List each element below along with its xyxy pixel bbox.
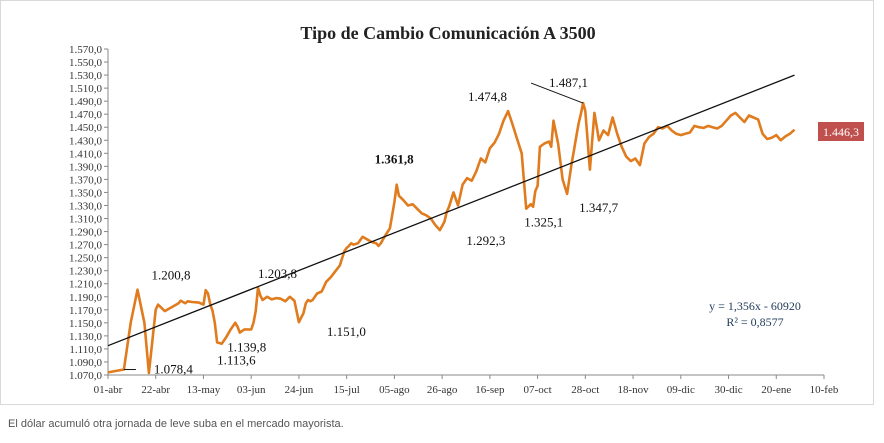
y-tick-label: 1.230,0 <box>69 266 103 278</box>
data-label: 1.347,7 <box>579 200 619 215</box>
series-group <box>107 74 796 375</box>
data-label: 1.200,8 <box>152 268 191 283</box>
data-label: 1.078,4 <box>154 362 194 377</box>
x-tick-label: 28-oct <box>571 384 599 396</box>
x-tick-label: 15-jul <box>334 384 360 396</box>
trendline-equation: y = 1,356x - 60920 R² = 0,8577 <box>709 299 801 329</box>
y-tick-label: 1.350,0 <box>69 187 103 199</box>
annotation-leader <box>530 82 584 104</box>
y-tick-label: 1.530,0 <box>69 70 103 82</box>
x-tick-label: 13-may <box>187 384 221 396</box>
data-label: 1.113,6 <box>217 353 256 368</box>
y-tick-label: 1.270,0 <box>69 240 103 252</box>
data-label: 1.474,8 <box>468 89 507 104</box>
y-tick-label: 1.310,0 <box>69 214 103 226</box>
y-tick-label: 1.330,0 <box>69 200 103 212</box>
x-tick-label: 03-jun <box>237 384 266 396</box>
axes <box>107 49 824 376</box>
trendline <box>107 74 795 347</box>
x-tick-label: 24-jun <box>285 384 314 396</box>
data-label: 1.292,3 <box>466 233 505 248</box>
data-label: 1.361,8 <box>375 152 415 167</box>
x-axis-ticks: 01-abr 22-abr 13-may 03-jun 24-jun 15-jul 05-a… <box>94 375 839 396</box>
exchange-rate-line <box>107 101 796 375</box>
data-label: 1.203,8 <box>258 266 297 281</box>
y-tick-label: 1.370,0 <box>69 174 103 186</box>
x-tick-label: 05-ago <box>379 384 410 396</box>
data-label: 1.487,1 <box>549 75 588 90</box>
x-tick-label: 10-feb <box>810 384 839 396</box>
y-tick-label: 1.210,0 <box>69 279 103 291</box>
y-tick-label: 1.470,0 <box>69 109 103 121</box>
y-tick-label: 1.250,0 <box>69 253 103 265</box>
y-tick-label: 1.070,0 <box>69 370 103 382</box>
annotations: 1.078,4 1.200,8 1.113,6 1.203,8 1.139,8 1.151… <box>123 75 619 377</box>
y-tick-label: 1.090,0 <box>69 357 103 369</box>
x-tick-label: 07-oct <box>524 384 552 396</box>
chart-frame: Tipo de Cambio Comunicación A 3500 1.070… <box>0 0 874 405</box>
y-tick-label: 1.170,0 <box>69 305 103 317</box>
x-tick-label: 26-ago <box>427 384 458 396</box>
last-value-text: 1.446,3 <box>823 125 859 139</box>
last-value-label: 1.446,3 <box>818 122 864 141</box>
y-tick-label: 1.510,0 <box>69 83 103 95</box>
y-tick-label: 1.150,0 <box>69 318 103 330</box>
x-tick-label: 09-dic <box>667 384 695 396</box>
data-label: 1.139,8 <box>227 339 266 354</box>
y-tick-label: 1.390,0 <box>69 161 103 173</box>
y-axis-ticks: 1.070,01.090,01.110,01.130,01.150,01.170… <box>69 44 108 382</box>
r-squared-text: R² = 0,8577 <box>726 315 783 329</box>
y-tick-label: 1.410,0 <box>69 148 103 160</box>
chart: Tipo de Cambio Comunicación A 3500 1.070… <box>69 23 864 396</box>
y-tick-label: 1.450,0 <box>69 122 103 134</box>
y-tick-label: 1.290,0 <box>69 227 103 239</box>
y-tick-label: 1.130,0 <box>69 331 103 343</box>
y-tick-label: 1.430,0 <box>69 135 103 147</box>
x-tick-label: 01-abr <box>94 384 123 396</box>
x-tick-label: 18-nov <box>617 384 649 396</box>
x-tick-label: 20-ene <box>761 384 791 396</box>
x-tick-label: 22-abr <box>141 384 170 396</box>
last-value-box <box>818 122 864 141</box>
equation-text: y = 1,356x - 60920 <box>709 299 801 313</box>
chart-title: Tipo de Cambio Comunicación A 3500 <box>300 23 595 43</box>
data-label: 1.325,1 <box>524 215 563 230</box>
y-tick-label: 1.550,0 <box>69 57 103 69</box>
y-tick-label: 1.490,0 <box>69 96 103 108</box>
x-tick-label: 30-dic <box>714 384 742 396</box>
caption: El dólar acumuló otra jornada de leve su… <box>8 418 344 430</box>
y-tick-label: 1.110,0 <box>69 344 102 356</box>
x-tick-label: 16-sep <box>475 384 505 396</box>
data-label: 1.151,0 <box>327 324 366 339</box>
y-tick-label: 1.190,0 <box>69 292 103 304</box>
y-tick-label: 1.570,0 <box>69 44 103 56</box>
